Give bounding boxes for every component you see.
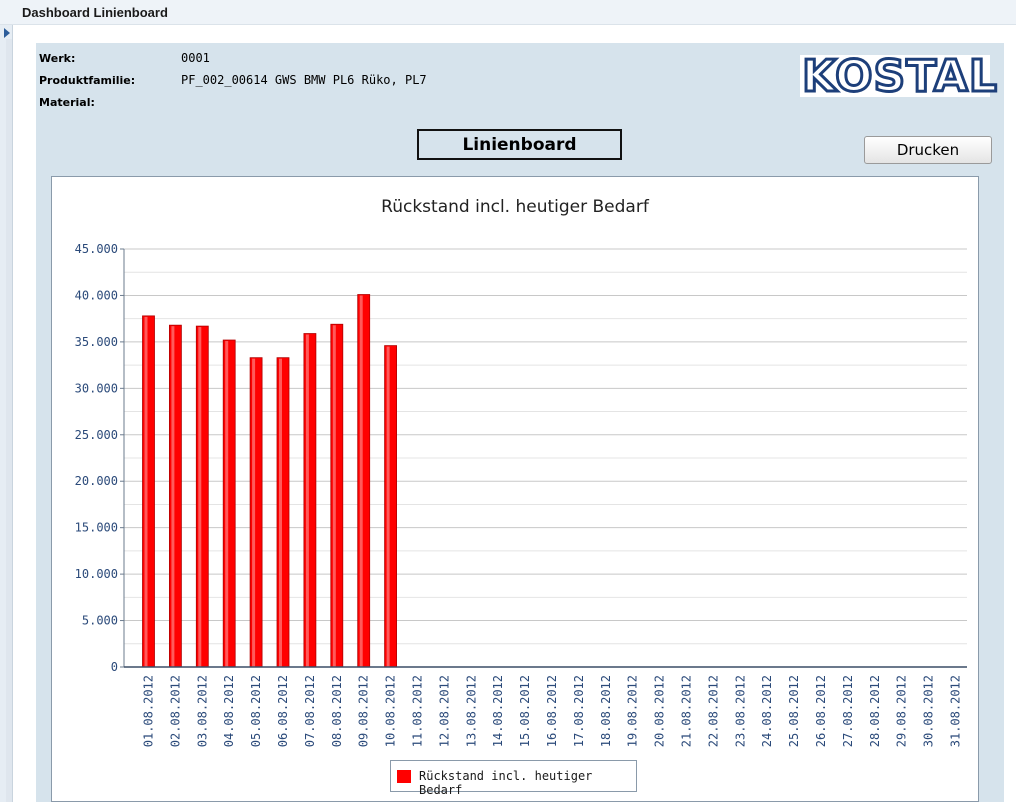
x-tick-label: 03.08.2012 (195, 675, 209, 747)
bar-highlight (171, 326, 175, 667)
bar-highlight (198, 327, 202, 667)
bar (330, 323, 344, 668)
y-tick-label: 15.000 (75, 521, 118, 535)
x-tick-label: 18.08.2012 (599, 675, 613, 747)
x-tick-label: 11.08.2012 (411, 675, 425, 747)
x-tick-label: 07.08.2012 (303, 675, 317, 747)
x-tick-label: 28.08.2012 (868, 675, 882, 747)
bar-highlight (252, 358, 256, 667)
x-tick-label: 30.08.2012 (922, 675, 936, 747)
bar-highlight (359, 295, 363, 667)
bar (276, 357, 290, 668)
bar (222, 339, 236, 668)
y-tick-label: 35.000 (75, 335, 118, 349)
x-tick-label: 15.08.2012 (518, 675, 532, 747)
x-tick-label: 06.08.2012 (276, 675, 290, 747)
side-collapse-bar[interactable] (0, 25, 13, 802)
y-tick-label: 40.000 (75, 288, 118, 302)
bar (303, 333, 317, 668)
y-axis: 0 5.000 10.000 15.000 20.000 25.000 30.000 35.0… (75, 242, 125, 674)
bar-highlight (144, 316, 148, 667)
bar (142, 315, 155, 668)
board-title: Linienboard (417, 129, 622, 160)
chart-title: Rückstand incl. heutiger Bedarf (381, 197, 650, 217)
x-tick-label: 29.08.2012 (895, 675, 909, 747)
x-tick-label: 16.08.2012 (545, 675, 559, 747)
chart-legend: Rückstand incl. heutiger Bedarf (390, 760, 637, 797)
legend-label: Rückstand incl. heutiger Bedarf (419, 769, 593, 797)
x-tick-label: 10.08.2012 (384, 675, 398, 747)
werk-label: Werk: (39, 52, 76, 65)
x-tick-label: 27.08.2012 (841, 675, 855, 747)
bar-highlight (279, 358, 282, 667)
x-tick-label: 09.08.2012 (357, 675, 371, 747)
x-tick-label: 14.08.2012 (491, 675, 505, 747)
x-tick-label: 05.08.2012 (249, 675, 263, 747)
x-tick-label: 08.08.2012 (330, 675, 344, 747)
expand-arrow-icon[interactable] (4, 28, 10, 38)
bar (384, 345, 398, 668)
x-tick-label: 17.08.2012 (572, 675, 586, 747)
y-tick-label: 25.000 (75, 428, 118, 442)
chart-gridlines (124, 248, 967, 668)
x-tick-label: 21.08.2012 (680, 675, 694, 747)
bar-highlight (332, 325, 336, 667)
x-tick-label: 25.08.2012 (787, 675, 801, 747)
legend-swatch (397, 770, 411, 783)
x-tick-label: 23.08.2012 (733, 675, 747, 747)
window-title: Dashboard Linienboard (22, 5, 168, 20)
x-tick-label: 01.08.2012 (142, 675, 156, 747)
bar-highlight (386, 346, 390, 667)
bar-chart: Rückstand incl. heutiger Bedarf 0 5.000 10… (75, 197, 967, 747)
chart-bars (142, 294, 398, 668)
y-tick-label: 0 (111, 660, 118, 674)
bar (169, 324, 182, 668)
x-tick-label: 24.08.2012 (760, 675, 774, 747)
logo-text: KOSTAL (801, 50, 999, 104)
x-tick-label: 12.08.2012 (437, 675, 451, 747)
x-tick-label: 20.08.2012 (653, 675, 667, 747)
bar (249, 357, 263, 668)
x-tick-label: 13.08.2012 (464, 675, 478, 747)
material-label: Material: (39, 96, 95, 109)
chart-container: Rückstand incl. heutiger Bedarf 0 5.000 10… (51, 176, 979, 802)
bar (195, 325, 209, 668)
y-tick-label: 20.000 (75, 474, 118, 488)
produktfamilie-label: Produktfamilie: (39, 74, 136, 87)
bar-highlight (305, 334, 309, 667)
x-tick-label: 02.08.2012 (168, 675, 182, 747)
x-tick-label: 31.08.2012 (949, 675, 963, 747)
x-tick-label: 04.08.2012 (222, 675, 236, 747)
y-tick-label: 45.000 (75, 242, 118, 256)
produktfamilie-value: PF_002_00614 GWS BMW PL6 Rüko, PL7 (181, 73, 427, 87)
y-tick-label: 30.000 (75, 381, 118, 395)
x-axis: 01.08.2012 02.08.2012 03.08.2012 04.08.2012… (124, 666, 967, 747)
x-tick-label: 19.08.2012 (626, 675, 640, 747)
werk-value: 0001 (181, 51, 210, 65)
main-panel: Werk: 0001 Produktfamilie: PF_002_00614 … (36, 43, 1004, 802)
window-titlebar: Dashboard Linienboard (0, 0, 1016, 25)
y-tick-label: 10.000 (75, 567, 118, 581)
x-tick-label: 26.08.2012 (814, 675, 828, 747)
kostal-logo: KOSTAL (800, 50, 998, 104)
side-strip (6, 39, 12, 802)
bar-highlight (225, 341, 229, 667)
bar (357, 294, 371, 668)
print-button[interactable]: Drucken (864, 136, 992, 164)
x-tick-label: 22.08.2012 (706, 675, 720, 747)
y-tick-label: 5.000 (82, 614, 118, 628)
